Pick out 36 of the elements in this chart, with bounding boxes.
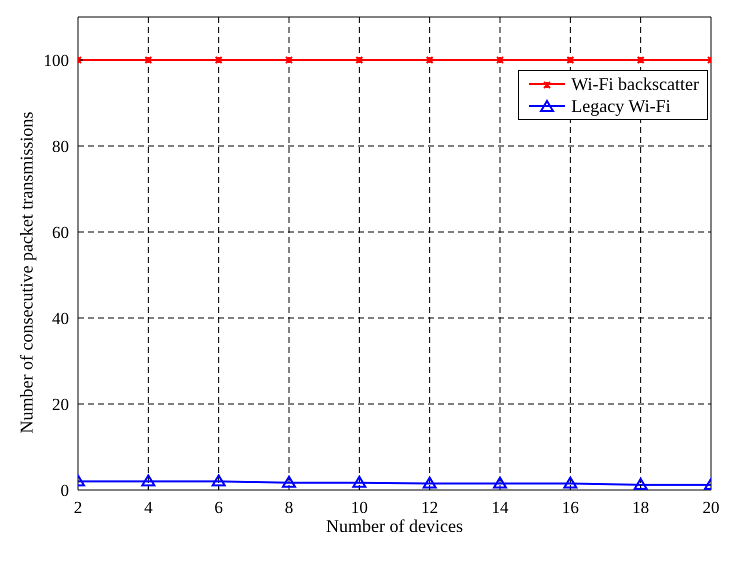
point: [636, 56, 645, 64]
point: [144, 56, 152, 64]
point: [282, 476, 296, 488]
point: [285, 56, 293, 64]
point: [355, 56, 364, 64]
point: [141, 474, 156, 486]
x-tick-label: 4: [144, 498, 154, 518]
x-tick-label: 16: [562, 498, 579, 518]
point: [496, 56, 504, 64]
x-tick-label: 12: [421, 498, 438, 518]
y-tick-label: 80: [52, 137, 69, 156]
x-tick-label: 2: [74, 498, 82, 518]
point: [563, 476, 578, 489]
y-tick-label: 40: [52, 309, 69, 328]
point: [426, 56, 434, 64]
x-tick-label: 10: [350, 498, 368, 518]
x-tick-label: 14: [492, 498, 509, 518]
point: [214, 56, 223, 64]
y-tick-label: 100: [44, 51, 69, 70]
point: [352, 476, 366, 488]
legend-label: Legacy Wi-Fi: [571, 96, 671, 116]
point: [493, 476, 507, 489]
x-axis-title: Number of devices: [326, 516, 463, 536]
legend-label: Wi-Fi backscatter: [571, 74, 699, 94]
x-tick-label: 20: [702, 498, 720, 518]
point: [422, 476, 437, 489]
y-axis-title: Number of consecutive packet transmissions: [16, 112, 36, 434]
point: [566, 56, 574, 64]
x-tick-label: 18: [632, 498, 650, 518]
y-tick-label: 0: [60, 481, 69, 500]
y-tick-label: 60: [52, 223, 69, 242]
x-tick-label: 8: [284, 498, 294, 518]
x-tick-label: 6: [214, 498, 223, 518]
point: [634, 478, 648, 490]
point: [212, 474, 226, 486]
y-tick-label: 20: [52, 395, 69, 414]
